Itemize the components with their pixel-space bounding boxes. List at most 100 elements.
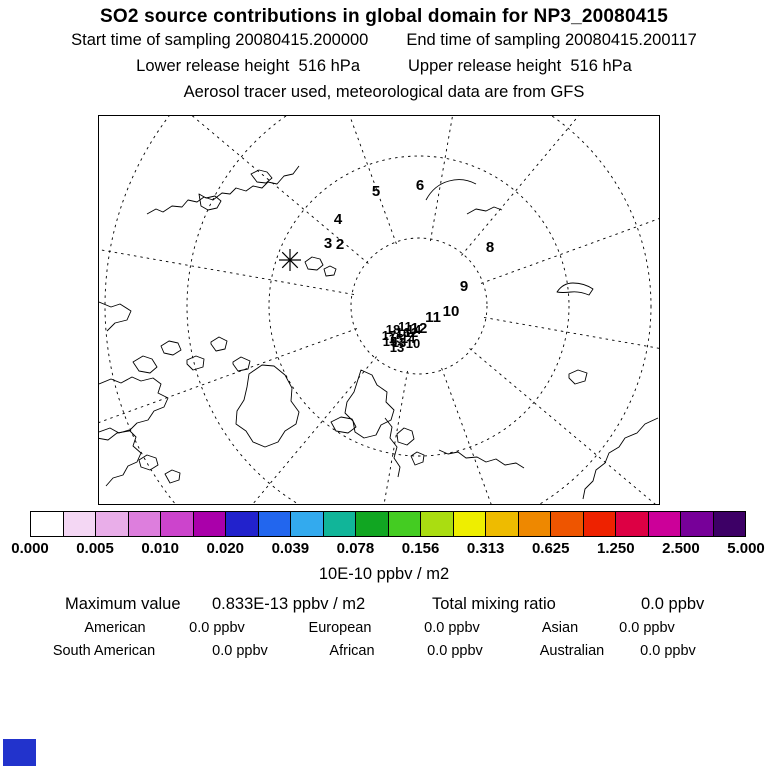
colorbar-cell [161, 512, 194, 536]
colorbar-tick-label: 0.625 [531, 540, 570, 557]
colorbar-tick-label: 0.020 [206, 540, 245, 557]
coastline [132, 355, 158, 374]
colorbar-cell [388, 512, 421, 536]
cluster-hour-label: 15 [389, 331, 403, 346]
colorbar-cell [323, 512, 356, 536]
tracer-info-label: Aerosol tracer used, meteorological data… [183, 83, 585, 101]
coastline [582, 417, 659, 500]
region-name: American [84, 620, 146, 636]
latitude-circle [268, 155, 570, 457]
latitude-circle [104, 116, 176, 504]
coastline [438, 449, 525, 469]
region-name: European [308, 620, 372, 636]
colorbar [30, 511, 746, 537]
stats-line-max: Maximum value 0.833E-13 ppbv / m2 Total … [0, 595, 768, 615]
region-value: 0.0 ppbv [619, 620, 675, 636]
colorbar-ticks: 0.000 0.005 0.010 0.020 0.039 0.078 0.156 0.313… [0, 540, 768, 558]
graticule [99, 116, 659, 504]
colorbar-cell [551, 512, 584, 536]
release-height-line: Lower release height 516 hPa Upper relea… [0, 57, 768, 76]
region-name: South American [52, 643, 156, 659]
colorbar-tick-label: 0.039 [271, 540, 310, 557]
region-value: 0.0 ppbv [427, 643, 483, 659]
total-mixing-ratio-label: Total mixing ratio [432, 595, 556, 613]
coastline [304, 256, 324, 271]
colorbar-cell [616, 512, 649, 536]
region-name: Asian [541, 620, 579, 636]
coastlines [99, 165, 659, 500]
colorbar-cell [648, 512, 681, 536]
colorbar-cell [291, 512, 324, 536]
colorbar-tick-label: 1.250 [597, 540, 635, 557]
colorbar-cell [96, 512, 129, 536]
region-value: 0.0 ppbv [424, 620, 480, 636]
sampling-time-line: Start time of sampling 20080415.200000 E… [0, 31, 768, 50]
coastline [384, 417, 401, 478]
colorbar-cell [453, 512, 486, 536]
coastline [425, 179, 477, 201]
cluster-hour-label: 12 [404, 325, 418, 340]
region-name: Australian [539, 643, 605, 659]
coastline [396, 427, 415, 446]
cluster-hour-label: 14 [401, 331, 416, 346]
upper-release-label: Upper release height 516 hPa [408, 57, 632, 75]
colorbar-tick-label: 0.010 [141, 540, 179, 557]
region-value: 0.0 ppbv [640, 643, 696, 659]
coastline [250, 169, 273, 184]
meridian-line [483, 317, 659, 349]
colorbar-cell [713, 512, 745, 536]
coastline [99, 301, 132, 332]
trajectory-hour-label: 8 [486, 239, 494, 256]
trajectory-hour-label: 9 [460, 278, 468, 295]
trajectory-hour-label: 3 [324, 235, 332, 252]
cluster-hour-label: 13 [392, 335, 406, 350]
trajectory-hour-label: 12 [411, 320, 428, 337]
meridian-line [461, 116, 580, 256]
region-stats-row-1: American 0.0 ppbv European 0.0 ppbv Asia… [0, 620, 768, 637]
cluster-hour-label: 17 [382, 328, 396, 343]
region-value: 0.0 ppbv [189, 620, 245, 636]
end-time-label: End time of sampling 20080415.200117 [406, 31, 697, 49]
latitude-circle [350, 237, 488, 375]
colorbar-tick-label: 5.000 [727, 540, 765, 557]
page-title: SO2 source contributions in global domai… [99, 6, 669, 27]
meridian-line [383, 370, 408, 504]
coastline [330, 416, 357, 434]
colorbar-cell [356, 512, 389, 536]
colorbar-tick-label: 2.500 [662, 540, 700, 557]
coastline [235, 364, 300, 448]
cluster-hour-label: 15 [383, 334, 397, 349]
colorbar-cell [681, 512, 714, 536]
meridian-line [430, 116, 453, 242]
coastline [232, 356, 251, 372]
coastline [99, 427, 142, 487]
coastline [198, 193, 222, 211]
meridian-line [480, 218, 659, 284]
colorbar-cell [421, 512, 454, 536]
colorbar-tick-label: 0.005 [76, 540, 114, 557]
trajectory-hour-label: 10 [443, 303, 460, 320]
colorbar-units-label: 10E-10 ppbv / m2 [318, 565, 450, 583]
coastline [410, 451, 425, 466]
colorbar-tick-label: 0.078 [336, 540, 375, 557]
cluster-hour-label: 10 [406, 336, 420, 351]
cluster-hour-label: 11 [398, 319, 412, 334]
coastline [146, 165, 300, 215]
colorbar-cell [128, 512, 161, 536]
region-value: 0.0 ppbv [212, 643, 268, 659]
colorbar-cell [258, 512, 291, 536]
coastline [138, 454, 159, 471]
coastline [99, 376, 169, 441]
colorbar-cell [486, 512, 519, 536]
max-value-label: Maximum value [65, 595, 181, 613]
coastline [466, 206, 503, 215]
coastline [344, 369, 395, 439]
cluster-hour-label: 13 [390, 340, 404, 355]
meridian-line [252, 356, 377, 504]
colorbar-tick-label: 0.156 [401, 540, 440, 557]
asterisk-spoke [281, 251, 299, 269]
colorbar-tick-label: 0.313 [466, 540, 505, 557]
colorbar-cell [226, 512, 259, 536]
